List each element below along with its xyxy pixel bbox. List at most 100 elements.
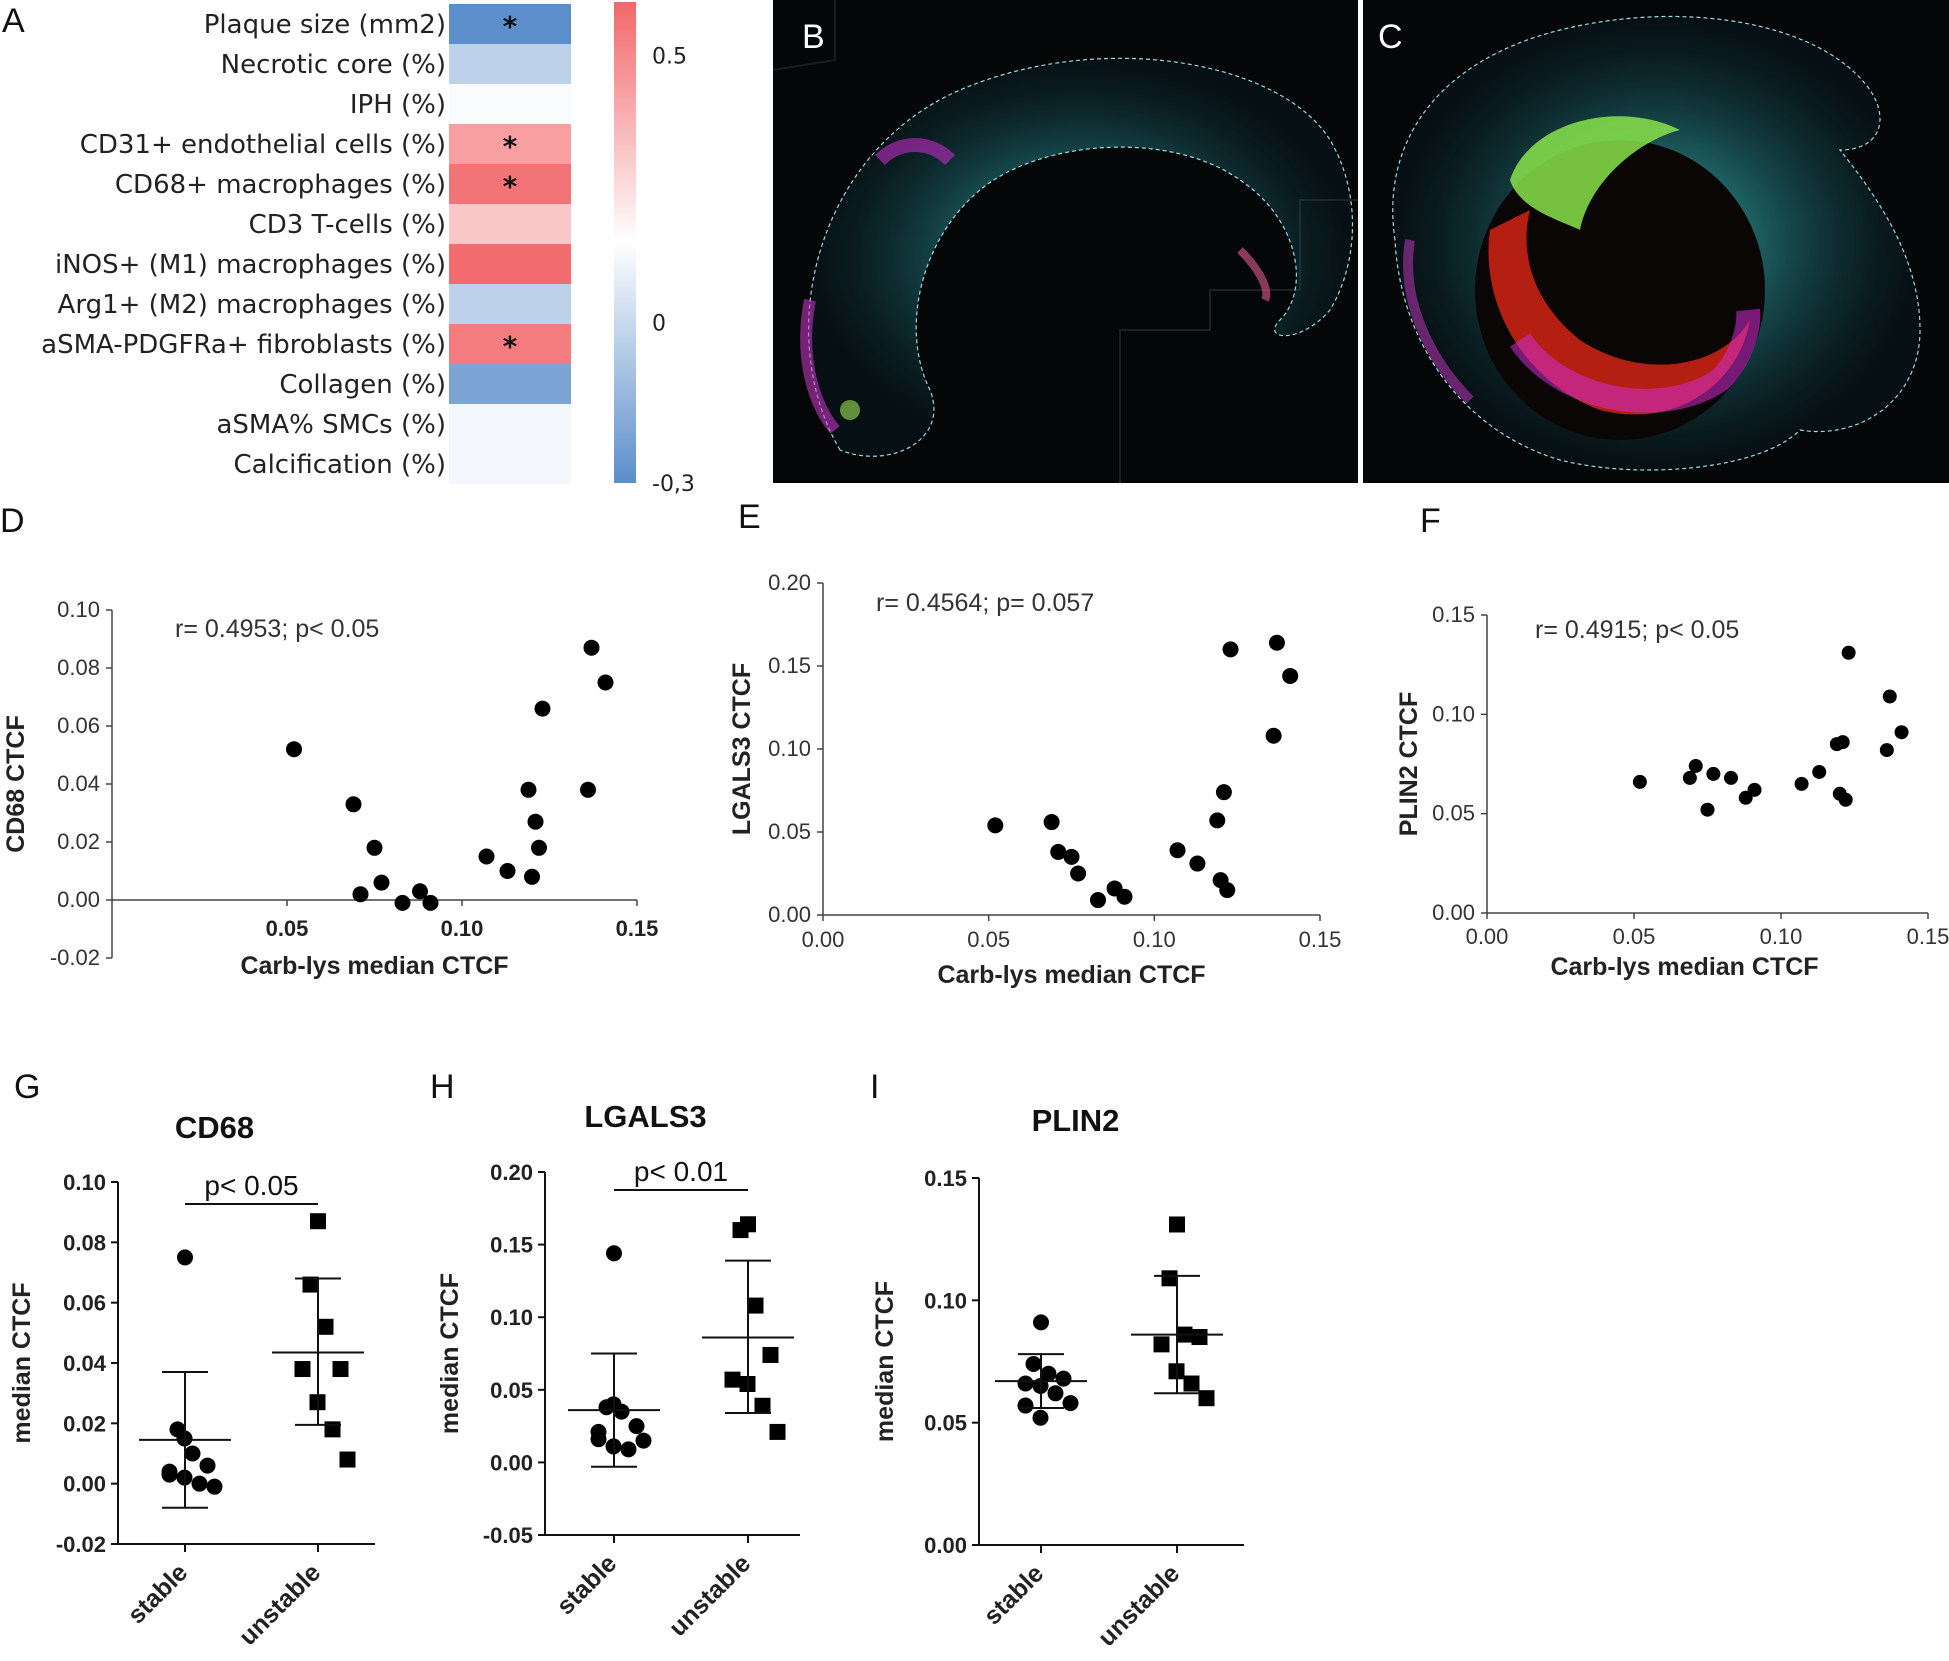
data-point-stable xyxy=(628,1418,645,1435)
data-point-unstable xyxy=(732,1222,749,1239)
x-tick-label: 0.10 xyxy=(441,916,484,941)
panel-e-scatter: 0.20 0.15 0.10 0.05 0.000.00 0.05 0.10 0.15 r= 0… xyxy=(728,570,1341,989)
significance-star: * xyxy=(503,10,518,43)
y-tick-label: 0.04 xyxy=(57,771,100,796)
heatmap-cell xyxy=(449,404,571,444)
y-tick-label: 0.05 xyxy=(768,819,811,844)
data-point xyxy=(1215,784,1232,801)
data-point xyxy=(1688,758,1703,773)
x-tick-label: 0.05 xyxy=(967,927,1010,952)
colorbar-tick-label: 0 xyxy=(652,312,666,337)
x-tick-label: 0.15 xyxy=(1907,924,1949,949)
y-axis-label: LGALS3 CTCF xyxy=(728,663,756,835)
x-tick-label: 0.05 xyxy=(1613,924,1656,949)
data-point xyxy=(1632,774,1647,789)
y-tick-label: -0.05 xyxy=(483,1523,533,1548)
data-point-unstable xyxy=(1183,1375,1200,1392)
heatmap-cell xyxy=(449,364,571,404)
panel-g-dotplot: 0.10 0.08 0.06 0.04 0.02 0.00 -0.02 CD68 median … xyxy=(8,1110,375,1651)
data-point xyxy=(583,639,600,656)
data-point-unstable xyxy=(747,1297,764,1314)
y-axis-label: CD68 CTCF xyxy=(2,715,30,853)
data-point xyxy=(1838,792,1853,807)
data-point-stable xyxy=(1055,1370,1072,1387)
data-point xyxy=(478,848,495,865)
y-tick-label: 0.05 xyxy=(490,1378,533,1403)
data-point xyxy=(373,874,390,891)
correlation-annotation: r= 0.4564; p= 0.057 xyxy=(876,589,1094,617)
data-point xyxy=(422,894,439,911)
data-point xyxy=(1219,882,1236,899)
data-point xyxy=(1063,848,1080,865)
colorbar-tick-label: 0.5 xyxy=(652,44,687,69)
data-point xyxy=(1282,667,1299,684)
y-axis-label: median CTCF xyxy=(8,1282,36,1443)
data-point xyxy=(352,886,369,903)
x-tick-label: 0.15 xyxy=(616,916,659,941)
heatmap-row-label: aSMA-PDGFRa+ fibroblasts (%) xyxy=(41,330,446,360)
y-tick-label: 0.05 xyxy=(1432,801,1475,826)
data-point-unstable xyxy=(324,1421,341,1438)
significance-star: * xyxy=(503,330,518,363)
y-tick-label: -0.02 xyxy=(56,1532,106,1557)
y-tick-label: 0.10 xyxy=(1432,701,1475,726)
data-point xyxy=(345,796,362,813)
y-tick-label: 0.06 xyxy=(57,713,100,738)
y-tick-label: 0.20 xyxy=(490,1160,533,1185)
panel-letter-i: I xyxy=(870,1068,879,1106)
data-point-stable xyxy=(590,1423,607,1440)
y-axis-label: median CTCF xyxy=(436,1273,464,1434)
heatmap-row-label: iNOS+ (M1) macrophages (%) xyxy=(55,250,446,280)
panel-title: CD68 xyxy=(175,1110,254,1145)
heatmap-row-label: IPH (%) xyxy=(350,90,446,120)
x-tick-label: 0.10 xyxy=(1760,924,1803,949)
data-point xyxy=(1812,764,1827,779)
heatmap-cell xyxy=(449,84,571,124)
data-point-stable xyxy=(635,1432,652,1449)
data-point-stable xyxy=(1025,1355,1042,1372)
data-point-stable xyxy=(620,1441,637,1458)
y-tick-label: 0.05 xyxy=(924,1411,967,1436)
panel-title: PLIN2 xyxy=(1032,1103,1120,1138)
data-point xyxy=(1747,782,1762,797)
data-point xyxy=(1706,766,1721,781)
y-tick-label: 0.00 xyxy=(63,1472,106,1497)
data-point-stable xyxy=(606,1245,622,1262)
heatmap-cell xyxy=(449,44,571,84)
y-axis-label: median CTCF xyxy=(871,1281,899,1442)
panel-letter-c: C xyxy=(1378,18,1403,56)
y-tick-label: -0.02 xyxy=(50,945,100,970)
data-point-stable xyxy=(161,1463,178,1480)
x-tick-label: 0.00 xyxy=(1466,924,1509,949)
data-point xyxy=(1070,865,1087,882)
heatmap-row-label: Plaque size (mm2) xyxy=(204,10,446,40)
data-point xyxy=(412,883,428,900)
colorbar xyxy=(614,2,636,483)
data-point-stable xyxy=(1062,1395,1079,1412)
data-point xyxy=(1090,892,1107,909)
data-point xyxy=(366,839,383,856)
panel-letter-b: B xyxy=(802,18,825,56)
y-tick-label: 0.08 xyxy=(63,1230,106,1255)
y-tick-label: 0.02 xyxy=(57,829,100,854)
data-point xyxy=(1116,888,1133,905)
data-point-unstable xyxy=(754,1397,771,1414)
panel-b-microscopy-image: B xyxy=(772,0,1358,483)
data-point-stable xyxy=(1033,1314,1049,1331)
data-point xyxy=(520,781,537,798)
data-point-stable xyxy=(191,1475,208,1492)
data-point xyxy=(1724,770,1739,785)
data-point xyxy=(1841,645,1856,660)
y-tick-label: 0.15 xyxy=(924,1166,967,1191)
heatmap-cell xyxy=(449,204,571,244)
data-point xyxy=(1700,802,1715,817)
y-tick-label: 0.04 xyxy=(63,1351,107,1376)
data-point-unstable xyxy=(1161,1270,1178,1287)
y-tick-label: 0.00 xyxy=(768,902,811,927)
data-point xyxy=(286,741,302,758)
data-point-unstable xyxy=(310,1213,326,1230)
heatmap-row-label: aSMA% SMCs (%) xyxy=(216,410,446,440)
panel-i-dotplot: 0.15 0.10 0.05 0.00 PLIN2 median CTCF stable un… xyxy=(871,1103,1244,1652)
data-point xyxy=(1189,855,1206,872)
data-point xyxy=(527,813,544,830)
